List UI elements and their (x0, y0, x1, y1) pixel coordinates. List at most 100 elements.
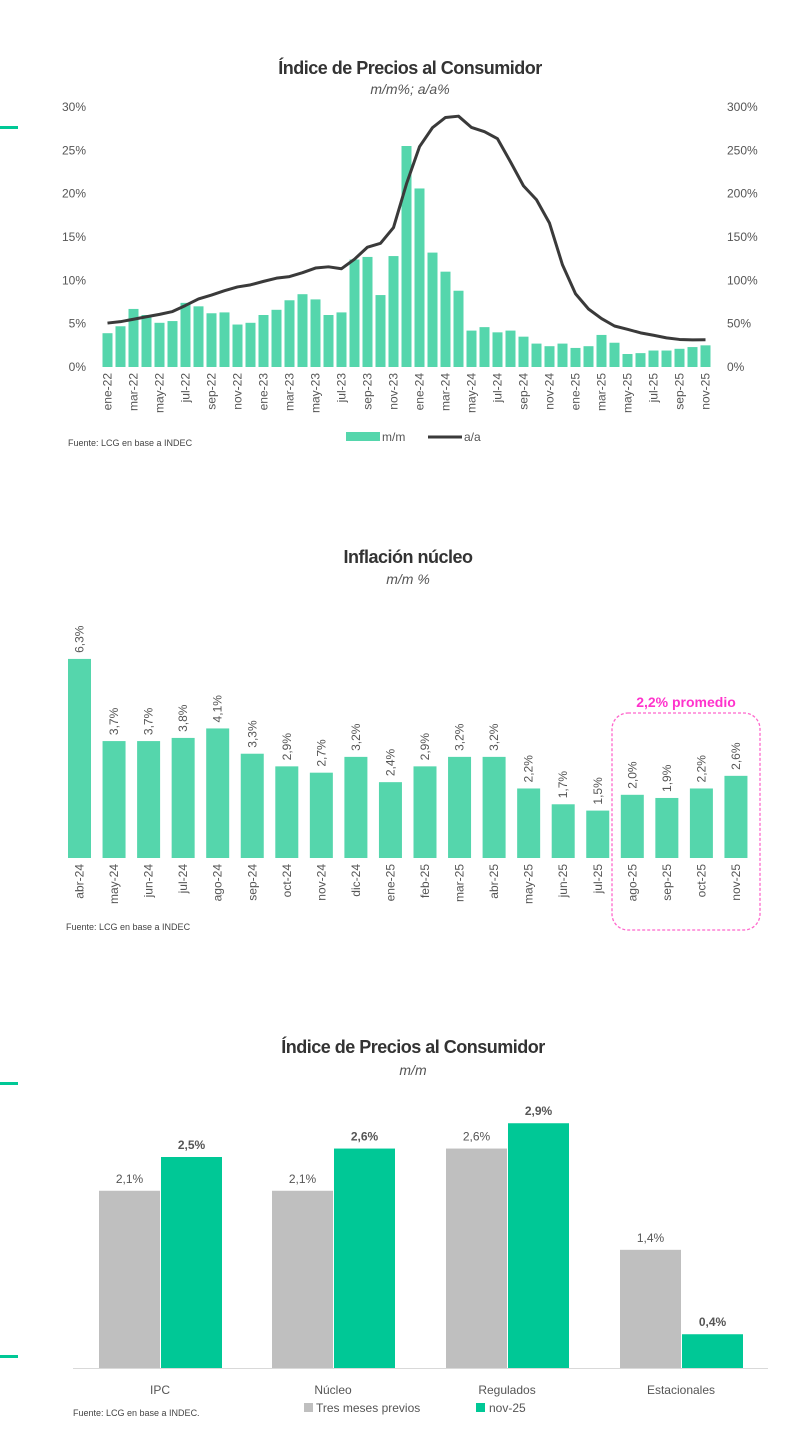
bar-mm (115, 326, 126, 367)
x-tick-label: ago-24 (211, 864, 225, 902)
x-tick-label: sep-24 (517, 373, 531, 410)
x-tick-label: mar-25 (595, 373, 609, 411)
x-tick-label: feb-25 (418, 864, 432, 898)
x-tick-label: jul-25 (591, 864, 605, 895)
y-right-tick-label: 250% (727, 143, 758, 157)
y-left-tick-label: 0% (69, 360, 87, 374)
y-left-tick-label: 20% (62, 187, 86, 201)
data-label: 2,1% (116, 1172, 144, 1186)
data-label: 2,6% (351, 1130, 379, 1144)
x-tick-label: may-25 (522, 864, 536, 904)
chart-core-inflation: Inflación núcleo m/m % 6,3% abr-24 3,7% may… (66, 547, 761, 932)
bar-mm (180, 302, 191, 367)
bar-mm (128, 308, 139, 367)
bar-mm (440, 271, 451, 367)
x-tick-label: mar-25 (453, 864, 467, 902)
bar-mm (531, 343, 542, 367)
x-tick-label: abr-25 (487, 864, 501, 899)
bar-mm (518, 336, 529, 367)
x-tick-label: mar-23 (283, 373, 297, 411)
x-tick-label: may-24 (465, 373, 479, 413)
bar-mm (466, 330, 477, 367)
data-label: 3,7% (142, 707, 156, 735)
x-category-label: Regulados (478, 1383, 535, 1397)
data-label: 1,9% (660, 764, 674, 792)
bar-mm (245, 322, 256, 367)
bar-previous (272, 1190, 333, 1368)
x-tick-label: nov-24 (314, 864, 328, 901)
x-category-label: Núcleo (314, 1383, 352, 1397)
legend-label-current: nov-25 (489, 1401, 526, 1415)
data-label: 4,1% (211, 695, 225, 723)
bar-core (378, 782, 402, 858)
x-tick-label: jul-24 (176, 864, 190, 895)
bar-current (508, 1123, 569, 1368)
bar-mm (232, 324, 243, 367)
y-right-tick-label: 150% (727, 230, 758, 244)
bar-core (275, 766, 299, 858)
bar-mm (284, 300, 295, 367)
bar-mm (596, 334, 607, 367)
y-left-tick-label: 5% (69, 317, 87, 331)
x-category-label: IPC (150, 1383, 170, 1397)
accent-mark (0, 126, 18, 129)
x-tick-label: mar-22 (127, 373, 141, 411)
legend-swatch-prev (304, 1403, 313, 1412)
bar-core (309, 772, 333, 858)
bar-previous (446, 1148, 507, 1368)
data-label: 2,4% (383, 748, 397, 776)
x-tick-label: may-25 (621, 373, 635, 413)
bar-current (334, 1148, 395, 1368)
data-label: 2,1% (289, 1172, 317, 1186)
x-tick-label: may-22 (153, 373, 167, 413)
bar-mm (648, 350, 659, 367)
legend-label-aa: a/a (464, 430, 481, 444)
x-tick-label: oct-24 (280, 864, 294, 898)
x-tick-label: jul-25 (647, 373, 661, 404)
bar-core (724, 775, 748, 858)
chart-source: Fuente: LCG en base a INDEC (66, 922, 191, 932)
x-tick-label: nov-25 (729, 864, 743, 901)
x-tick-label: oct-25 (694, 864, 708, 898)
x-tick-label: jun-24 (142, 864, 156, 899)
data-label: 2,9% (418, 733, 432, 761)
bar-mm (700, 345, 711, 367)
average-highlight-box (611, 712, 761, 931)
bar-mm (583, 346, 594, 367)
data-label: 2,5% (178, 1138, 206, 1152)
bar-mm (375, 295, 386, 367)
data-label: 1,7% (556, 771, 570, 799)
bar-core (102, 741, 126, 858)
bar-mm (258, 315, 269, 367)
bar-core (206, 728, 230, 858)
legend-swatch-current (476, 1403, 485, 1412)
bar-mm (687, 347, 698, 367)
bar-core (448, 756, 472, 858)
data-label: 3,3% (245, 720, 259, 748)
bar-mm (570, 347, 581, 367)
bar-core (482, 756, 506, 858)
data-label: 3,2% (349, 723, 363, 751)
bar-mm (544, 346, 555, 367)
chart-source: Fuente: LCG en base a INDEC (68, 438, 193, 448)
bar-core (689, 788, 713, 858)
y-right-tick-label: 300% (727, 100, 758, 114)
bar-core (240, 753, 264, 858)
y-left-tick-label: 25% (62, 143, 86, 157)
x-tick-label: sep-24 (245, 864, 259, 901)
bar-mm (453, 290, 464, 367)
data-label: 3,7% (107, 707, 121, 735)
bar-mm (167, 321, 178, 367)
bar-mm (362, 256, 373, 367)
bar-mm (401, 146, 412, 367)
bar-core (413, 766, 437, 858)
x-tick-label: jul-23 (335, 373, 349, 404)
data-label: 2,6% (463, 1130, 491, 1144)
bar-mm (336, 312, 347, 367)
bar-core (586, 810, 610, 858)
bar-mm (297, 294, 308, 367)
bar-mm (323, 315, 334, 367)
y-left-tick-label: 15% (62, 230, 86, 244)
data-label: 2,0% (625, 761, 639, 789)
bar-mm (674, 348, 685, 367)
